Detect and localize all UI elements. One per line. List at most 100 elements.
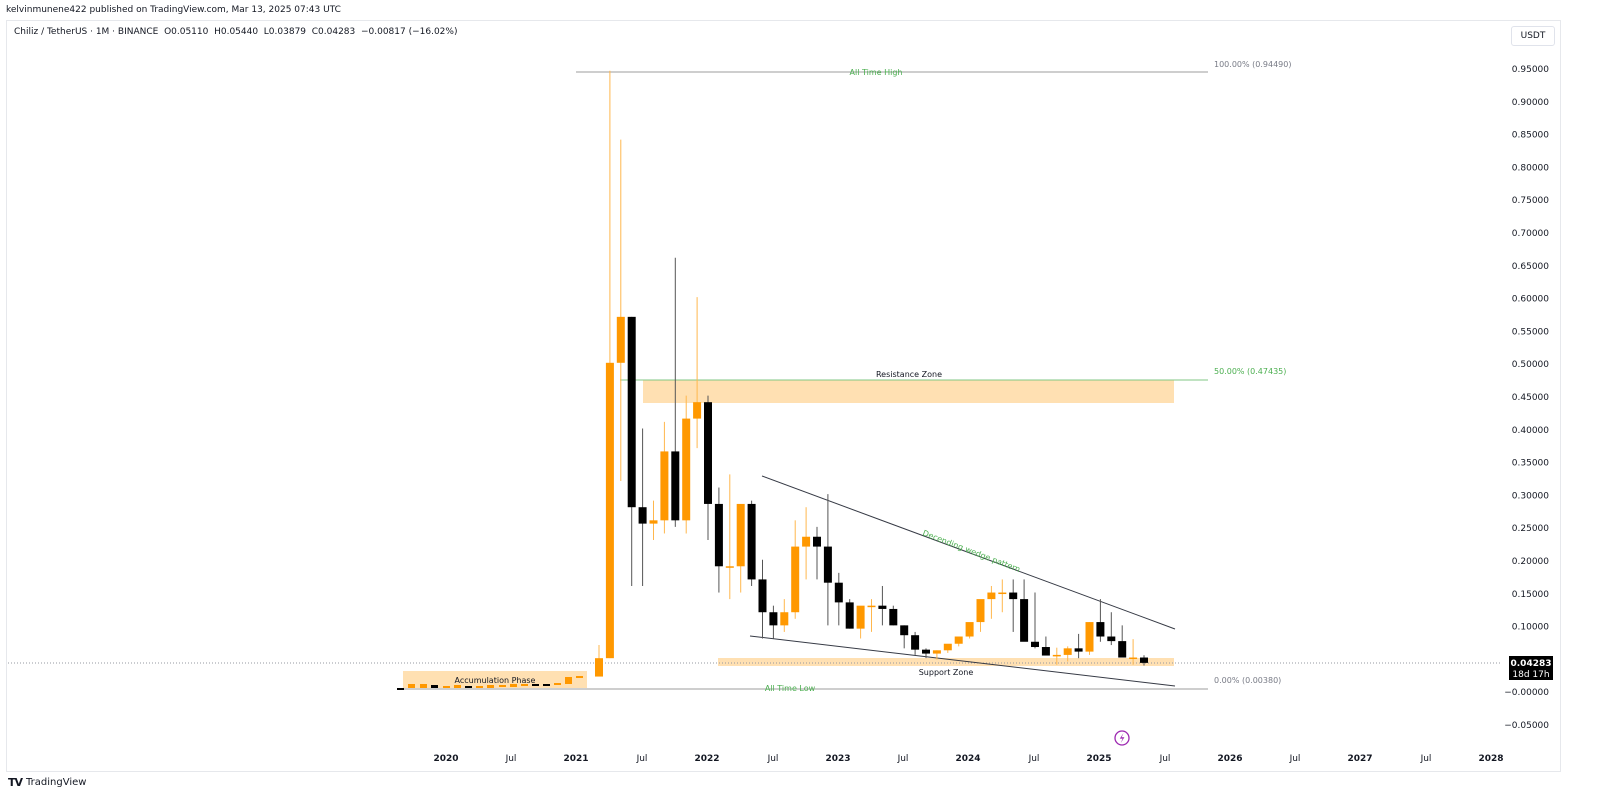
candle-body	[943, 643, 952, 651]
time-tick: Jul	[1159, 754, 1171, 764]
symbol-title[interactable]: Chiliz / TetherUS · 1M · BINANCE	[14, 27, 159, 37]
price-tick: 0.50000	[1512, 360, 1549, 370]
candle-body	[649, 520, 658, 524]
candle-body	[1063, 648, 1072, 655]
time-tick: Jul	[1289, 754, 1301, 764]
candle-body	[878, 605, 887, 609]
candle-body	[867, 605, 876, 608]
price-tick: 0.65000	[1512, 262, 1549, 272]
candle-body	[616, 316, 625, 363]
candle	[476, 686, 483, 688]
price-tick: −0.00000	[1504, 688, 1549, 698]
candle-body	[1107, 636, 1116, 642]
time-tick: Jul	[636, 754, 648, 764]
time-tick: Jul	[1420, 754, 1432, 764]
candle-body	[791, 546, 800, 613]
candle	[510, 684, 517, 687]
candle-body	[1118, 641, 1127, 658]
resistance-label: Resistance Zone	[876, 370, 942, 379]
accumulation-zone	[403, 671, 587, 688]
candle-body	[714, 503, 723, 567]
candle-body	[693, 402, 702, 419]
candle-body	[671, 451, 680, 521]
candle-body	[813, 536, 821, 547]
candle-body	[1009, 592, 1018, 600]
event-icon[interactable]	[1114, 730, 1130, 746]
candlestick-series	[397, 70, 1148, 690]
time-tick: 2023	[825, 754, 850, 764]
candle-body	[856, 605, 865, 629]
candle	[543, 684, 550, 686]
wedge-upper-line	[761, 475, 1176, 630]
brand-name: TradingView	[26, 777, 87, 788]
ath-label: All Time High	[850, 68, 903, 77]
candle-body	[932, 650, 941, 654]
price-tick: 0.30000	[1512, 491, 1549, 501]
time-tick: Jul	[897, 754, 909, 764]
candle-body	[889, 608, 898, 626]
chart-frame	[6, 20, 1561, 772]
candle	[532, 684, 539, 686]
candle-body	[834, 582, 843, 603]
price-tick: 0.25000	[1512, 524, 1549, 534]
candle	[576, 676, 583, 678]
candle	[443, 686, 450, 688]
price-tick: 0.45000	[1512, 393, 1549, 403]
time-tick: Jul	[505, 754, 517, 764]
price-tick: 0.70000	[1512, 229, 1549, 239]
candle-body	[1031, 641, 1039, 648]
candle	[408, 684, 415, 688]
candle-body	[1140, 657, 1148, 663]
price-tick: 0.80000	[1512, 163, 1549, 173]
candle-body	[1085, 622, 1094, 652]
price-tick: 0.10000	[1512, 623, 1549, 633]
time-tick: 2021	[563, 754, 588, 764]
time-tick: Jul	[1028, 754, 1040, 764]
price-tick: 0.85000	[1512, 131, 1549, 141]
price-tick: 0.95000	[1512, 65, 1549, 75]
price-tick: 0.40000	[1512, 426, 1549, 436]
price-tick: 0.55000	[1512, 327, 1549, 337]
candle-body	[1074, 648, 1083, 652]
atl-fib-label: 0.00% (0.00380)	[1214, 676, 1281, 685]
price-tick: −0.05000	[1504, 721, 1549, 731]
candle-body	[823, 546, 832, 583]
price-tick: 0.75000	[1512, 196, 1549, 206]
support-zone	[718, 658, 1174, 666]
time-tick: 2022	[694, 754, 719, 764]
ohlc-values: O0.05110 H0.05440 L0.03879 C0.04283 −0.0…	[164, 27, 458, 37]
wedge-label: Decending wedge pattern	[921, 528, 1021, 574]
candle-body	[998, 592, 1007, 595]
time-tick: 2027	[1347, 754, 1372, 764]
footer-brand[interactable]: TV TradingView	[8, 776, 86, 789]
price-tick: 0.90000	[1512, 98, 1549, 108]
accumulation-label: Accumulation Phase	[455, 676, 536, 685]
candle	[431, 685, 438, 688]
resistance-zone	[643, 380, 1174, 403]
candle	[397, 688, 404, 690]
currency-button[interactable]: USDT	[1511, 26, 1555, 46]
candle-body	[736, 503, 745, 567]
candle-body	[976, 599, 985, 623]
support-label: Support Zone	[919, 668, 974, 677]
candle	[554, 683, 561, 685]
ath-fib-label: 100.00% (0.94490)	[1214, 60, 1291, 69]
time-tick: 2024	[955, 754, 980, 764]
candle-body	[1052, 654, 1061, 657]
publisher-line: kelvinmunene422 published on TradingView…	[6, 5, 341, 15]
candle-body	[987, 592, 996, 600]
candle	[465, 686, 472, 688]
candle-body	[725, 566, 734, 568]
candle-body	[802, 536, 811, 547]
time-axis[interactable]: 2020 Jul 2021 Jul 2022 Jul 2023 Jul 2024 Jul 2025 J…	[433, 754, 1503, 764]
candle-body	[627, 316, 636, 508]
time-tick: 2020	[433, 754, 458, 764]
candle-body	[1129, 657, 1138, 660]
bar-countdown: 18d 17h	[1512, 670, 1549, 680]
candle-body	[900, 625, 909, 636]
price-axis[interactable]: 0.95000 0.90000 0.85000 0.80000 0.75000 0.700…	[1504, 65, 1553, 731]
time-tick: 2026	[1217, 754, 1242, 764]
candle-body	[965, 622, 974, 637]
candle	[565, 677, 572, 684]
